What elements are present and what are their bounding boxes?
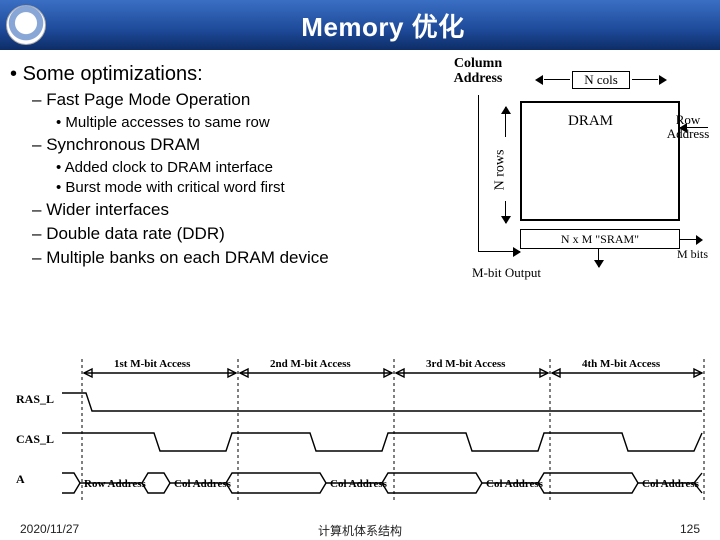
arrow-right-icon (630, 79, 666, 81)
arrow-down-icon (505, 201, 506, 223)
a-col-address-1: Col Address (174, 478, 232, 490)
bullet-sdram-sub1: Added clock to DRAM interface (56, 159, 402, 176)
timing-diagram: 1st M-bit Access 2nd M-bit Access 3rd M-… (14, 355, 706, 505)
column-address-wire (478, 71, 479, 253)
n-rows-label: N rows (492, 135, 508, 205)
access-1-label: 1st M-bit Access (114, 358, 191, 370)
arrow-left-icon (536, 79, 572, 81)
slide-footer: 2020/11/27 计算机体系结构 125 (0, 522, 720, 536)
bullet-wider: Wider interfaces (32, 200, 402, 220)
a-col-address-3: Col Address (486, 478, 544, 490)
access-4-label: 4th M-bit Access (582, 358, 661, 370)
sram-buffer-box: N x M "SRAM" (520, 229, 680, 249)
slide-title: Memory 优化 (46, 7, 720, 44)
arrow-up-icon (505, 107, 506, 137)
row-address-arrow-icon (680, 127, 708, 128)
m-bits-arrow-icon (680, 239, 706, 240)
n-cols-label: N cols (572, 71, 630, 89)
a-col-address-2: Col Address (330, 478, 388, 490)
bullet-fast-page: Fast Page Mode Operation (32, 90, 402, 110)
a-col-address-4: Col Address (642, 478, 700, 490)
bullet-banks: Multiple banks on each DRAM device (32, 248, 402, 268)
m-bits-label: M bits (677, 247, 708, 262)
m-bit-output-label: M-bit Output (472, 265, 541, 281)
footer-date: 2020/11/27 (20, 522, 79, 536)
output-arrow-icon (598, 249, 599, 267)
bullet-ddr: Double data rate (DDR) (32, 224, 402, 244)
cas-label: CAS_L (16, 432, 54, 446)
dram-label: DRAM (568, 113, 613, 130)
bullet-heading: Some optimizations: (10, 63, 402, 86)
footer-center: 计算机体系结构 (318, 522, 402, 539)
bullet-sdram: Synchronous DRAM (32, 135, 402, 155)
a-row-address: Row Address (84, 478, 147, 490)
access-2-label: 2nd M-bit Access (270, 358, 351, 370)
bullet-fast-page-sub: Multiple accesses to same row (56, 114, 402, 131)
footer-page: 125 (680, 522, 700, 536)
bullet-sdram-sub2: Burst mode with critical word first (56, 179, 402, 196)
dram-diagram: ColumnAddress N cols DRAM N rows RowAddr… (412, 55, 714, 291)
bullet-list: Some optimizations: Fast Page Mode Opera… (10, 59, 402, 272)
ras-label: RAS_L (16, 392, 54, 406)
a-label: A (16, 472, 25, 486)
access-3-label: 3rd M-bit Access (426, 358, 506, 370)
university-logo (6, 5, 46, 45)
